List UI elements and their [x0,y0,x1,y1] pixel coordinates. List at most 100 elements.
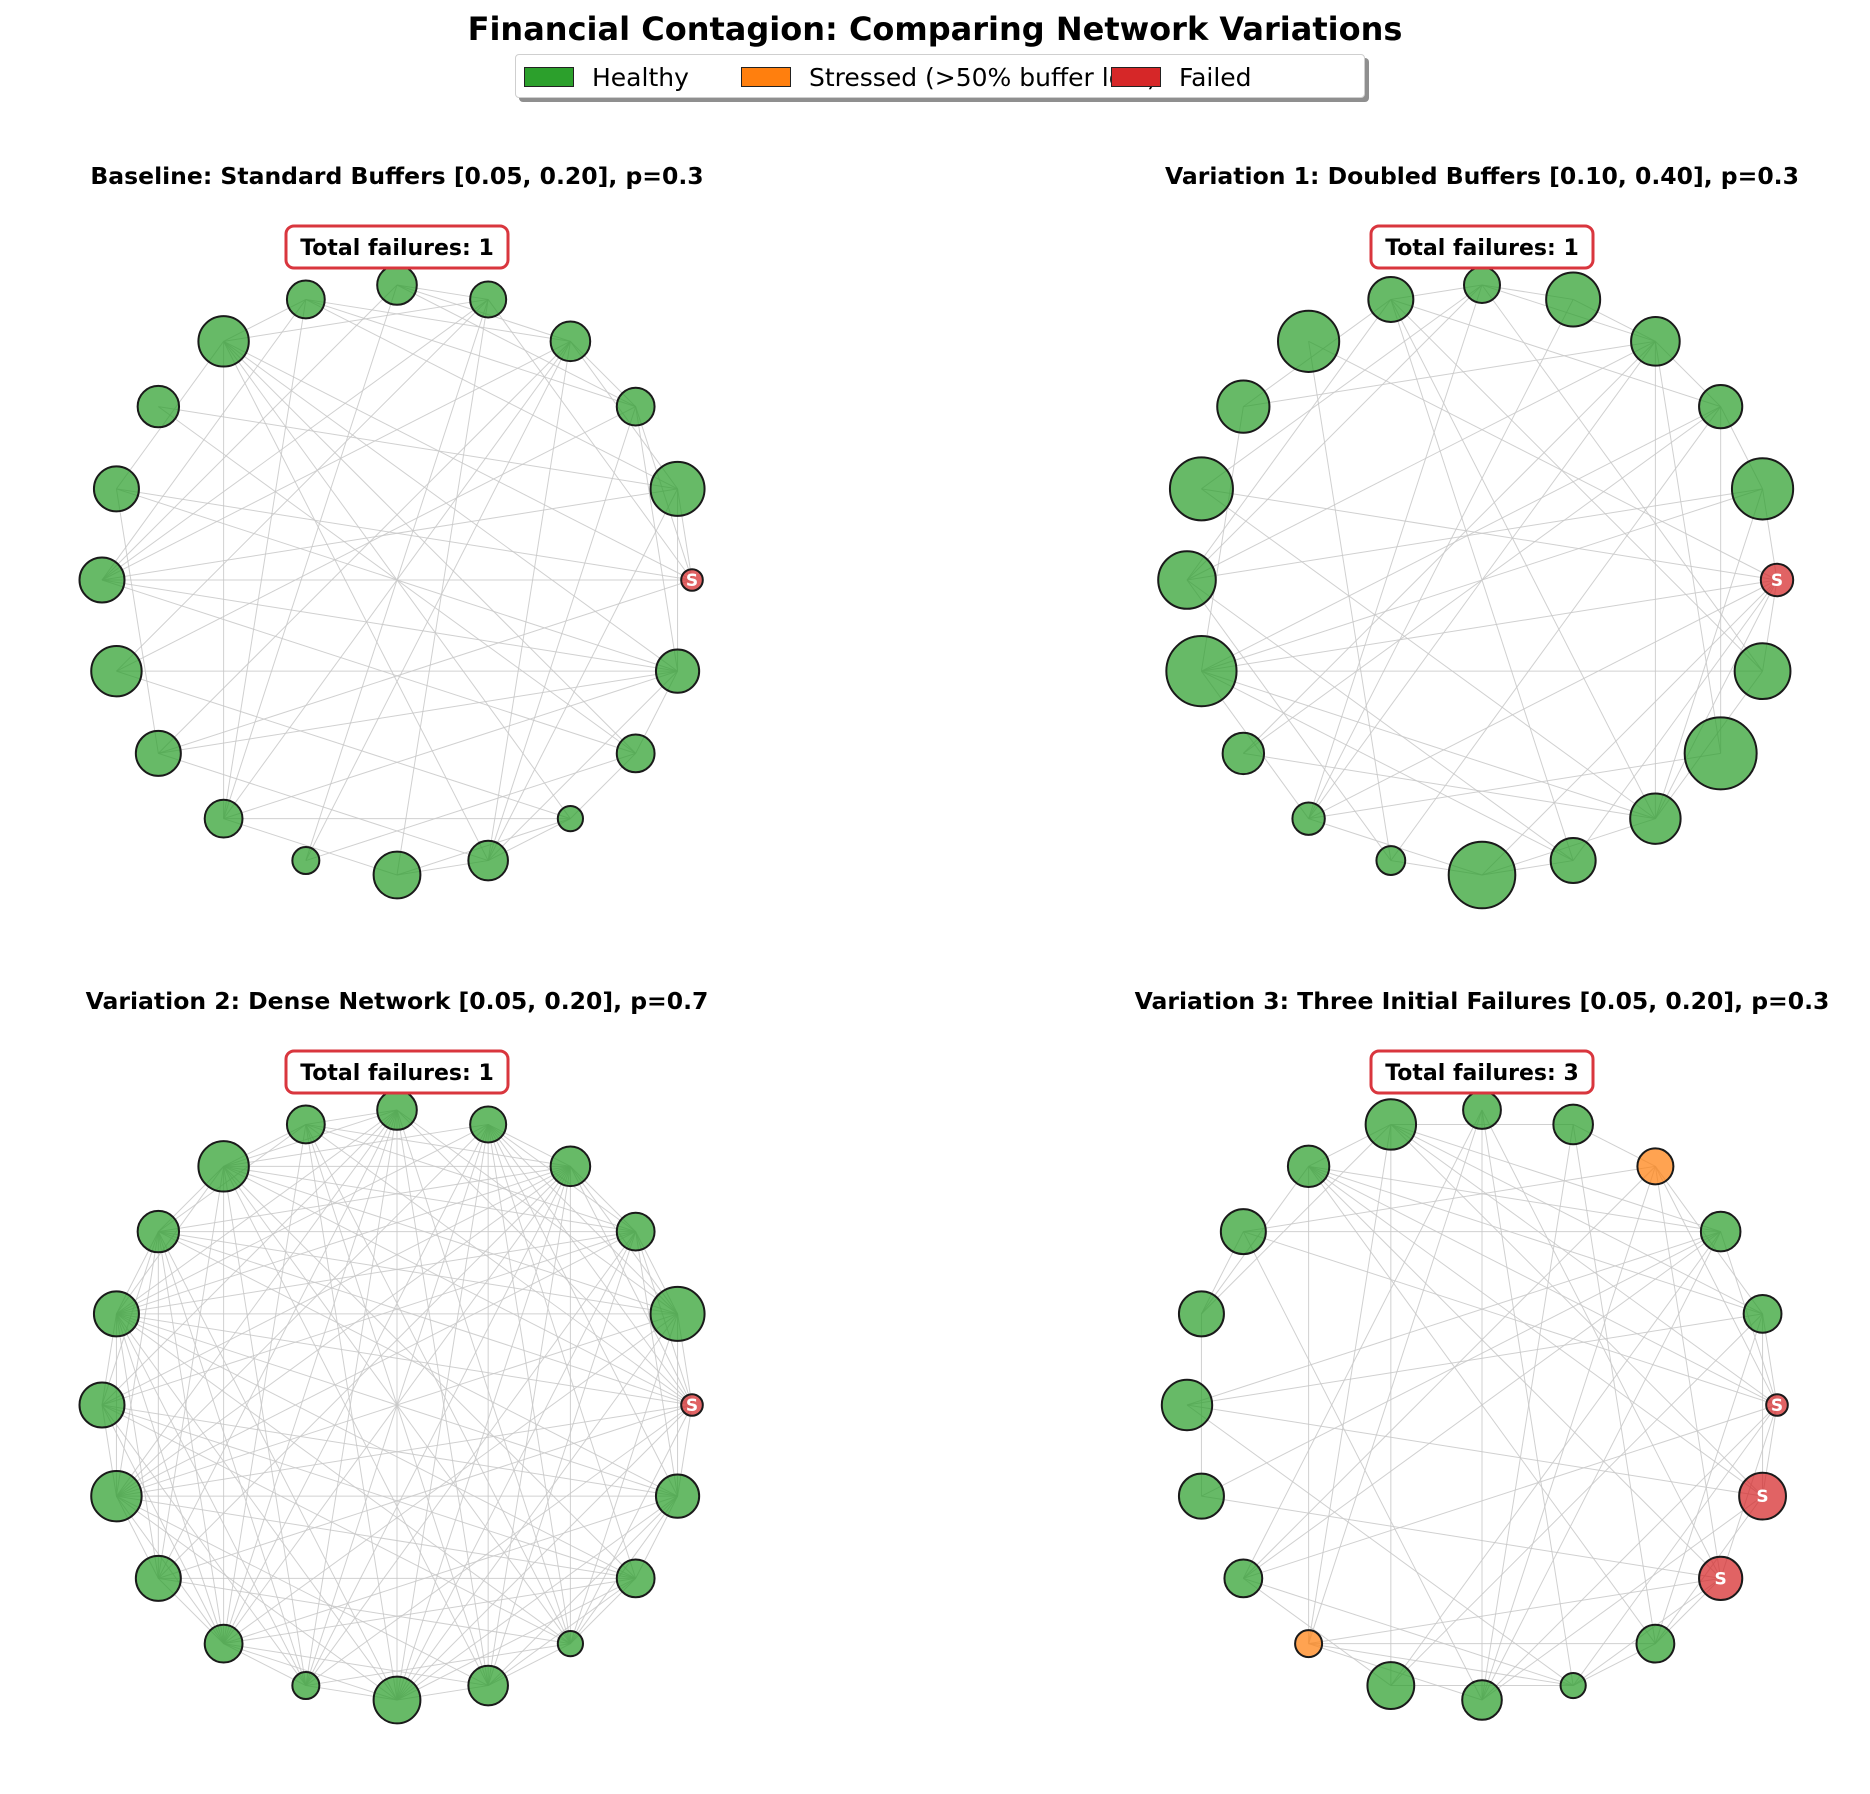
failures-label: Total failures: 1 [1385,236,1579,261]
bank-node-healthy [1157,550,1217,610]
network-edge [116,406,636,672]
network-edge [487,1166,571,1686]
network-edge [1201,1231,1721,1497]
network-edge [223,1577,636,1645]
network-edge [158,1165,571,1233]
network-edge [487,1124,679,1497]
bank-node-failed [1765,1393,1789,1417]
bank-node-healthy [134,729,182,777]
panel-title: Variation 2: Dense Network [0.05, 0.20],… [86,987,709,1015]
network-edge [396,1109,489,1686]
network-edge [1390,299,1574,861]
network-edge [1654,488,1764,819]
bank-node-healthy [556,805,584,833]
bank-node-healthy [78,556,126,604]
network-edge [1242,1165,1656,1579]
network-edge [487,299,693,581]
network-edge [1186,284,1483,581]
network-edge [157,1231,225,1644]
network-edge [1308,1577,1721,1645]
network-edge [1481,284,1763,672]
network-edge [116,299,489,672]
network-edge [1242,1109,1483,1579]
network-edge [115,1313,307,1686]
network-edge [223,1165,637,1579]
network-edge [223,1495,678,1645]
network-edge [223,1643,489,1687]
seed-marker: S [686,1396,698,1416]
failures-badge [1369,1049,1595,1095]
network-edge [1308,1165,1778,1406]
network-edge [1572,579,1778,861]
network-edge [1654,1166,1722,1579]
network-panel-1: Variation 1: Doubled Buffers [0.10, 0.40… [1157,162,1799,910]
bank-node-healthy [654,648,701,694]
bank-node-healthy [1168,456,1234,522]
bank-node-healthy [1699,1210,1742,1253]
network-edge [1186,579,1392,861]
network-edge [1201,488,1656,820]
network-edge [116,1124,489,1497]
network-edge [1390,299,1656,819]
network-edge [1308,1165,1722,1579]
bank-node-healthy [285,1104,326,1145]
network-edge [1572,1404,1778,1686]
network-edge [487,488,679,861]
edges [101,284,693,876]
bank-node-healthy [203,1623,244,1664]
network-edge [487,1124,693,1406]
network-edge [223,340,678,672]
network-edge [158,752,489,862]
network-edge [223,341,489,861]
bank-node-healthy [1698,384,1744,430]
seed-marker: S [1771,1396,1783,1416]
network-edge [1308,340,1778,581]
nodes: S [78,1089,706,1725]
network-edge [1243,1404,1778,1579]
network-edge [1308,1643,1574,1687]
network-edge [1308,1165,1763,1315]
bank-node-healthy [1635,1623,1676,1664]
bank-node-healthy [78,1381,126,1429]
bank-node-healthy [372,850,422,900]
network-edge [1308,752,1721,820]
network-edge [115,1313,225,1644]
network-edge [487,1577,636,1686]
network-edge [1186,1313,1763,1406]
network-edge [487,1124,637,1579]
network-edge [1654,1313,1764,1644]
bank-node-healthy [1160,1378,1214,1432]
network-edge [115,1313,159,1579]
network-edge [1186,1404,1574,1686]
network-edge [101,1404,571,1645]
network-edge [115,488,159,754]
network-edge [487,1495,678,1686]
network-edge [1201,406,1721,672]
network-edge [396,1495,678,1701]
edges [1186,284,1778,876]
bank-node-healthy [291,1671,321,1701]
network-edge [1654,579,1778,819]
network-edge [116,1313,693,1406]
bank-node-healthy [285,279,326,320]
bank-node-healthy [1462,1090,1502,1130]
network-edge [396,299,489,876]
bank-node-healthy [134,1554,182,1602]
bank-node-healthy [1733,642,1792,701]
network-edge [1481,1109,1722,1579]
bank-node-healthy [615,386,656,427]
network-edge [223,1123,489,1167]
network-edge [1242,1231,1483,1701]
network-edge [1243,752,1656,820]
network-edge [115,1231,159,1497]
bank-node-healthy [92,465,140,513]
failures-badge [284,224,510,270]
network-edge [223,298,489,342]
bank-node-healthy [1463,266,1501,304]
bank-node-healthy [1277,309,1341,373]
network-edge [1201,579,1778,672]
bank-node-healthy [372,1675,422,1725]
network-edge [1201,488,1778,581]
bank-node-healthy [1177,1290,1225,1338]
bank-node-healthy [1629,792,1682,845]
